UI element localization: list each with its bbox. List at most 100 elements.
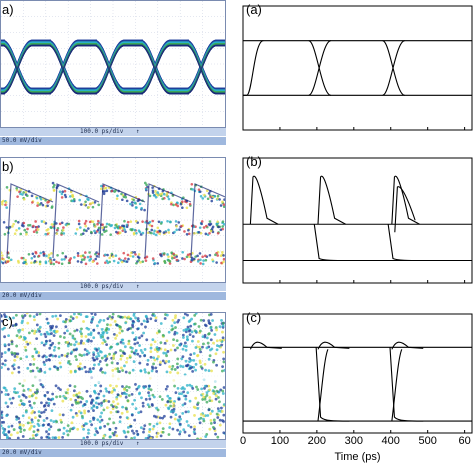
eye-sample <box>1 314 3 318</box>
eye-sample <box>82 436 86 439</box>
eye-sample <box>176 428 180 432</box>
eye-sample <box>73 329 77 333</box>
eye-sample <box>57 346 61 350</box>
sim-plot-a <box>242 5 473 131</box>
eye-sample <box>157 220 161 224</box>
eye-sample <box>87 428 90 432</box>
eye-sample <box>52 420 56 424</box>
eye-trace <box>144 183 192 259</box>
eye-sample <box>40 341 44 345</box>
eye-sample <box>218 198 221 201</box>
eye-sample <box>79 203 83 206</box>
eye-sample <box>174 391 178 395</box>
eye-sample <box>222 260 225 264</box>
eye-sample <box>123 345 127 349</box>
eye-sample <box>192 358 196 362</box>
eye-sample <box>208 399 212 403</box>
eye-sample <box>161 359 165 363</box>
eye-sample <box>170 367 174 371</box>
eye-sample <box>91 201 94 205</box>
eye-sample <box>194 329 198 333</box>
eye-sample <box>141 404 145 408</box>
eye-sample <box>209 338 213 342</box>
eye-sample <box>206 341 210 345</box>
eye-sample <box>178 415 182 419</box>
eye-sample <box>93 347 97 351</box>
eye-trace <box>140 44 171 95</box>
eye-sample <box>198 421 202 425</box>
eye-sample <box>52 348 56 352</box>
eye-sample <box>199 350 202 354</box>
eye-sample <box>6 260 10 263</box>
eye-sample <box>153 340 157 344</box>
eye-sample <box>100 411 103 415</box>
eye-sample <box>181 386 185 389</box>
eye-sample <box>174 326 177 329</box>
time-div-label: 100.0 ps/div <box>80 440 124 447</box>
eye-sample <box>216 416 220 419</box>
waveform-trace <box>249 341 282 350</box>
eye-sample <box>116 369 120 373</box>
eye-trace <box>186 44 217 95</box>
eye-sample <box>105 363 109 367</box>
eye-sample <box>188 357 192 360</box>
eye-sample <box>43 370 47 374</box>
eye-sample <box>79 411 83 415</box>
eye-sample <box>152 395 156 399</box>
eye-sample <box>145 183 148 187</box>
eye-sample <box>48 339 52 343</box>
eye-sample <box>39 197 43 201</box>
eye-sample <box>190 330 194 334</box>
eye-sample <box>1 427 5 430</box>
eye-sample <box>159 222 163 225</box>
eye-sample <box>162 252 166 255</box>
eye-sample <box>58 395 62 398</box>
eye-sample <box>125 225 129 229</box>
eye-sample <box>30 194 34 198</box>
eye-sample <box>164 403 168 407</box>
eye-sample <box>87 370 91 374</box>
eye-sample <box>37 424 41 428</box>
eye-sample <box>138 392 141 396</box>
eye-sample <box>35 196 39 200</box>
eye-sample <box>60 258 64 261</box>
eye-sample <box>131 325 135 329</box>
eye-sample <box>112 421 116 425</box>
eye-sample <box>21 393 25 397</box>
eye-sample <box>208 396 212 399</box>
eye-diagram-screen <box>0 157 226 283</box>
eye-sample <box>87 351 91 355</box>
eye-sample <box>188 255 191 259</box>
eye-sample <box>67 360 71 363</box>
eye-sample <box>30 411 34 415</box>
eye-sample <box>124 370 128 374</box>
eye-sample <box>220 319 223 322</box>
eye-sample <box>86 255 90 259</box>
eye-sample <box>118 331 122 335</box>
eye-sample <box>203 323 207 327</box>
eye-sample <box>204 224 208 228</box>
eye-sample <box>98 420 102 424</box>
eye-sample <box>32 315 36 319</box>
eye-sample <box>116 410 120 414</box>
eye-sample <box>15 355 19 359</box>
eye-sample <box>94 383 97 387</box>
eye-sample <box>63 193 67 197</box>
eye-sample <box>17 370 21 374</box>
eye-sample <box>211 319 214 322</box>
eye-sample <box>219 204 223 207</box>
eye-sample <box>121 405 125 409</box>
eye-sample <box>112 354 116 358</box>
eye-sample <box>169 404 172 408</box>
eye-sample <box>65 429 69 433</box>
eye-sample <box>154 189 157 193</box>
eye-sample <box>35 433 39 437</box>
eye-sample <box>212 392 216 395</box>
eye-sample <box>218 400 221 404</box>
eye-sample <box>19 192 22 196</box>
eye-sample <box>88 220 92 224</box>
eye-sample <box>176 357 180 361</box>
eye-sample <box>106 253 109 257</box>
eye-sample <box>33 259 37 263</box>
eye-sample <box>105 331 109 335</box>
